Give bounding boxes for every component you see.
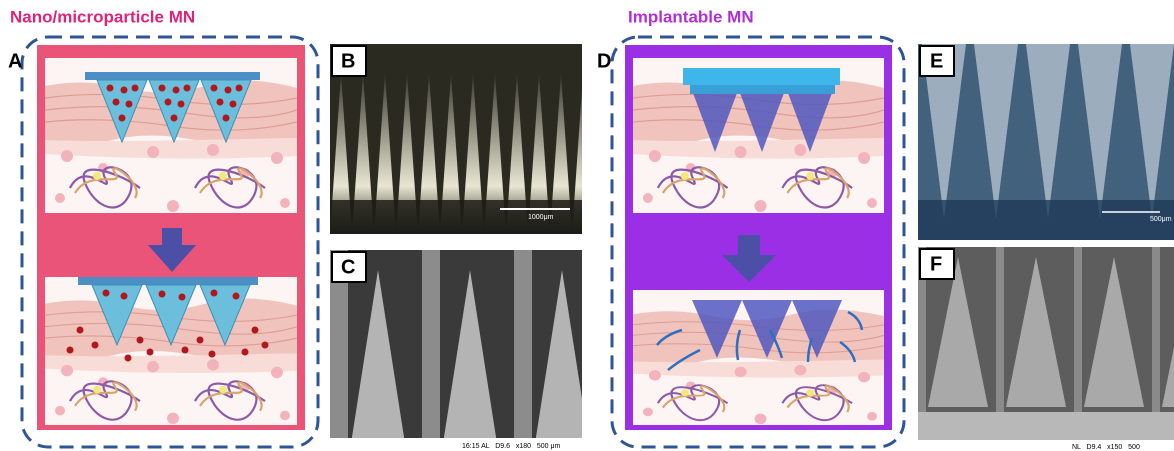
info-text: NL D9.4 x150 500: [1072, 444, 1140, 451]
micrograph: [330, 250, 582, 438]
scale-label: 500μm: [1150, 216, 1172, 223]
substrate: [918, 412, 1174, 440]
label-box: [331, 251, 367, 283]
base-shadow: [918, 200, 1174, 240]
implant-bottom: [656, 300, 864, 371]
panel-label: A: [8, 50, 22, 72]
arrow: [722, 235, 776, 282]
micrograph: [918, 247, 1174, 440]
implant-top: [683, 68, 840, 152]
scale-label: 1000μm: [528, 214, 554, 221]
label-box: [919, 248, 955, 280]
dashed-frame: [20, 35, 320, 449]
arrow: [148, 228, 196, 272]
label-box: [331, 45, 367, 77]
microneedle-bottom: [66, 277, 269, 362]
label-box: [919, 45, 955, 77]
info-bar: [918, 440, 1174, 451]
panel-label: D: [597, 50, 611, 72]
panel-label: B: [341, 50, 355, 72]
panel-label: C: [341, 256, 355, 278]
microneedle-top: [85, 72, 260, 144]
panel-label: E: [930, 50, 943, 72]
base-shadow: [330, 200, 582, 234]
panel-label: F: [930, 253, 942, 275]
right-title: Implantable MN: [628, 7, 754, 26]
left-title: Nano/microparticle MN: [10, 7, 195, 26]
info-text: 16:15 AL D9.6 x180 500 μm: [462, 443, 561, 450]
info-bar: [330, 438, 582, 451]
dashed-frame: [610, 35, 906, 449]
